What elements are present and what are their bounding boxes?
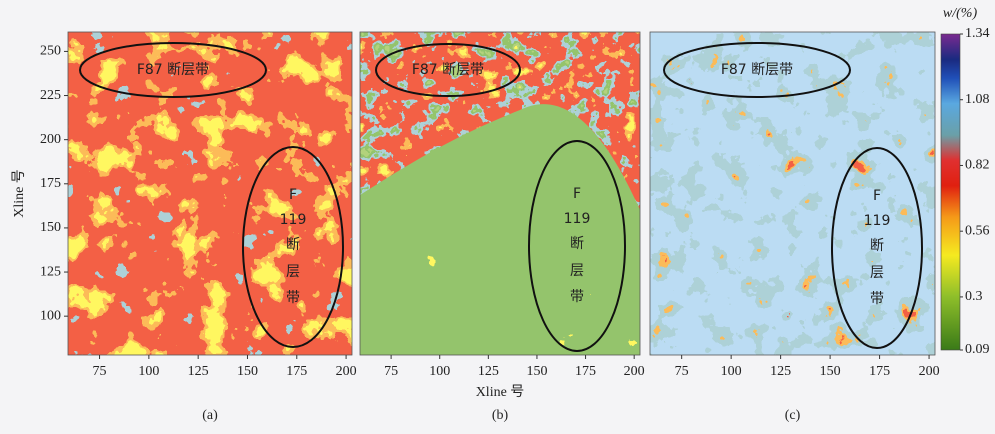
x-tick-label: 200 xyxy=(624,364,645,379)
y-axis-label: Xline 号 xyxy=(12,169,27,218)
colorbar xyxy=(940,33,961,351)
annotation: F xyxy=(289,187,297,203)
y-tick-label: 225 xyxy=(40,88,61,103)
plot-frame xyxy=(67,31,353,356)
colorbar-title: w/(%) xyxy=(943,6,978,21)
plot-frame xyxy=(649,31,936,356)
y-tick-label: 250 xyxy=(40,44,61,59)
colorbar-tick-label: 0.09 xyxy=(965,342,990,357)
panel-label: (c) xyxy=(785,408,801,423)
x-tick-label: 175 xyxy=(869,364,890,379)
panel-label: (b) xyxy=(492,408,509,423)
x-axis-label: Xline 号 xyxy=(476,385,525,400)
colorbar-tick-label: 0.56 xyxy=(965,223,990,238)
y-tick-label: 175 xyxy=(40,176,61,191)
y-tick-label: 125 xyxy=(40,264,61,279)
annotation: 带 xyxy=(286,290,300,306)
plot-frame xyxy=(359,31,641,356)
annotation: 带 xyxy=(870,291,884,307)
x-tick-label: 100 xyxy=(721,364,742,379)
x-tick-label: 125 xyxy=(188,364,209,379)
x-tick-label: 75 xyxy=(384,364,398,379)
annotation: 119 xyxy=(564,211,591,227)
y-tick-label: 100 xyxy=(40,308,61,323)
heatmap-field xyxy=(650,32,935,355)
x-tick-label: 175 xyxy=(575,364,596,379)
annotation: 断 xyxy=(570,236,584,252)
annotation: F87 断层带 xyxy=(721,62,793,78)
x-tick-label: 75 xyxy=(675,364,689,379)
x-tick-label: 150 xyxy=(820,364,841,379)
fault-zone-outline xyxy=(528,140,626,352)
fault-zone-outline xyxy=(831,147,923,349)
x-tick-label: 125 xyxy=(478,364,499,379)
colorbar-tick-label: 1.34 xyxy=(965,26,990,41)
colorbar-tick-label: 0.3 xyxy=(965,289,983,304)
annotation: 带 xyxy=(570,289,584,305)
annotation: F87 断层带 xyxy=(137,62,209,78)
x-tick-label: 100 xyxy=(138,364,159,379)
colorbar-tick-label: 1.08 xyxy=(965,92,990,107)
heatmap-field xyxy=(68,32,352,355)
annotation: 层 xyxy=(870,265,884,281)
annotation: F xyxy=(573,186,581,202)
panel-label: (a) xyxy=(202,408,218,423)
annotation: 119 xyxy=(280,212,307,228)
x-tick-label: 150 xyxy=(237,364,258,379)
x-tick-label: 200 xyxy=(919,364,940,379)
fault-zone-outline xyxy=(79,42,267,98)
annotation: 层 xyxy=(286,264,300,280)
x-tick-label: 75 xyxy=(93,364,107,379)
x-tick-label: 125 xyxy=(770,364,791,379)
colorbar-tick-label: 0.82 xyxy=(965,158,990,173)
annotation: 断 xyxy=(286,237,300,253)
y-tick-label: 150 xyxy=(40,220,61,235)
y-tick-label: 200 xyxy=(40,132,61,147)
fault-zone-outline xyxy=(242,146,344,348)
annotation: 119 xyxy=(864,213,891,229)
annotation: 层 xyxy=(570,263,584,279)
annotation: F xyxy=(873,188,881,204)
fault-zone-outline xyxy=(375,43,521,97)
x-tick-label: 150 xyxy=(526,364,547,379)
x-tick-label: 200 xyxy=(336,364,357,379)
fault-zone-outline xyxy=(663,42,851,98)
x-tick-label: 100 xyxy=(429,364,450,379)
x-tick-label: 175 xyxy=(286,364,307,379)
annotation: 断 xyxy=(870,238,884,254)
annotation: F87 断层带 xyxy=(412,62,484,78)
